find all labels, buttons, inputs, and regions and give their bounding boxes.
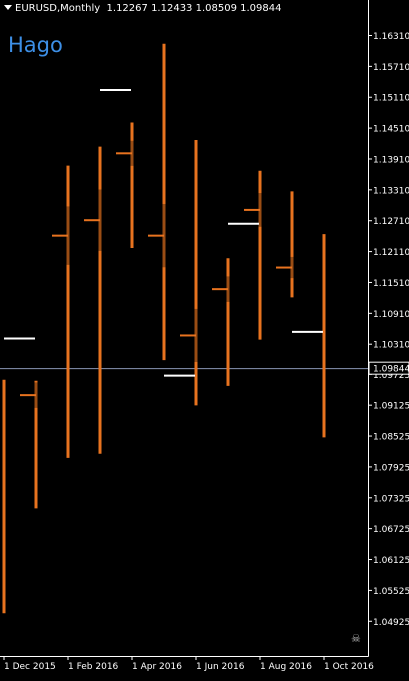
- time-tick-label: 1 Aug 2016: [260, 662, 312, 672]
- price-tick-label: 1.15710: [373, 63, 409, 73]
- time-tick-label: 1 Feb 2016: [68, 662, 119, 672]
- ohlc-values: 1.12267 1.12433 1.08509 1.09844: [106, 3, 282, 14]
- time-tick-label: 1 Oct 2016: [324, 662, 374, 672]
- price-axis: 1.16310 1.15710 1.15110 1.14510 1.13910 1.133…: [368, 0, 409, 657]
- price-tick-label: 1.05525: [373, 587, 409, 597]
- chart-header: EURUSD,Monthly 1.12267 1.12433 1.08509 1…: [4, 3, 281, 14]
- time-tick-label: 1 Apr 2016: [132, 662, 182, 672]
- price-tick-label: 1.10310: [373, 341, 409, 351]
- current-price-label: 1.09844: [373, 365, 409, 375]
- price-tick-label: 1.04925: [373, 618, 409, 628]
- time-axis: 1 Dec 2015 1 Feb 2016 1 Apr 2016 1 Jun 2016…: [0, 656, 374, 672]
- price-tick-label: 1.11510: [373, 279, 409, 289]
- price-tick-label: 1.10910: [373, 310, 409, 320]
- price-tick-label: 1.12710: [373, 217, 409, 227]
- price-tick-label: 1.08525: [373, 433, 409, 443]
- skull-icon: ☠: [351, 632, 361, 645]
- price-tick-label: 1.07925: [373, 463, 409, 473]
- price-tick-label: 1.12110: [373, 248, 409, 258]
- price-tick-label: 1.13910: [373, 155, 409, 165]
- time-tick-label: 1 Dec 2015: [4, 662, 56, 672]
- current-price-tag: [368, 361, 409, 375]
- price-tick-label: 1.06725: [373, 525, 409, 535]
- indicator-label: Hago: [8, 33, 63, 57]
- time-tick-label: 1 Jun 2016: [196, 662, 245, 672]
- price-tick-label: 1.06125: [373, 556, 409, 566]
- plot-area: [0, 43, 368, 614]
- price-tick-label: 1.15110: [373, 94, 409, 104]
- price-tick-label: 1.09125: [373, 402, 409, 412]
- price-tick-label: 1.09725: [373, 371, 409, 381]
- price-tick-label: 1.07325: [373, 494, 409, 504]
- price-tick-label: 1.14510: [373, 125, 409, 135]
- price-tick-label: 1.16310: [373, 32, 409, 42]
- chevron-down-icon[interactable]: [4, 5, 12, 10]
- symbol-timeframe: EURUSD,Monthly: [15, 3, 101, 14]
- price-tick-label: 1.13310: [373, 186, 409, 196]
